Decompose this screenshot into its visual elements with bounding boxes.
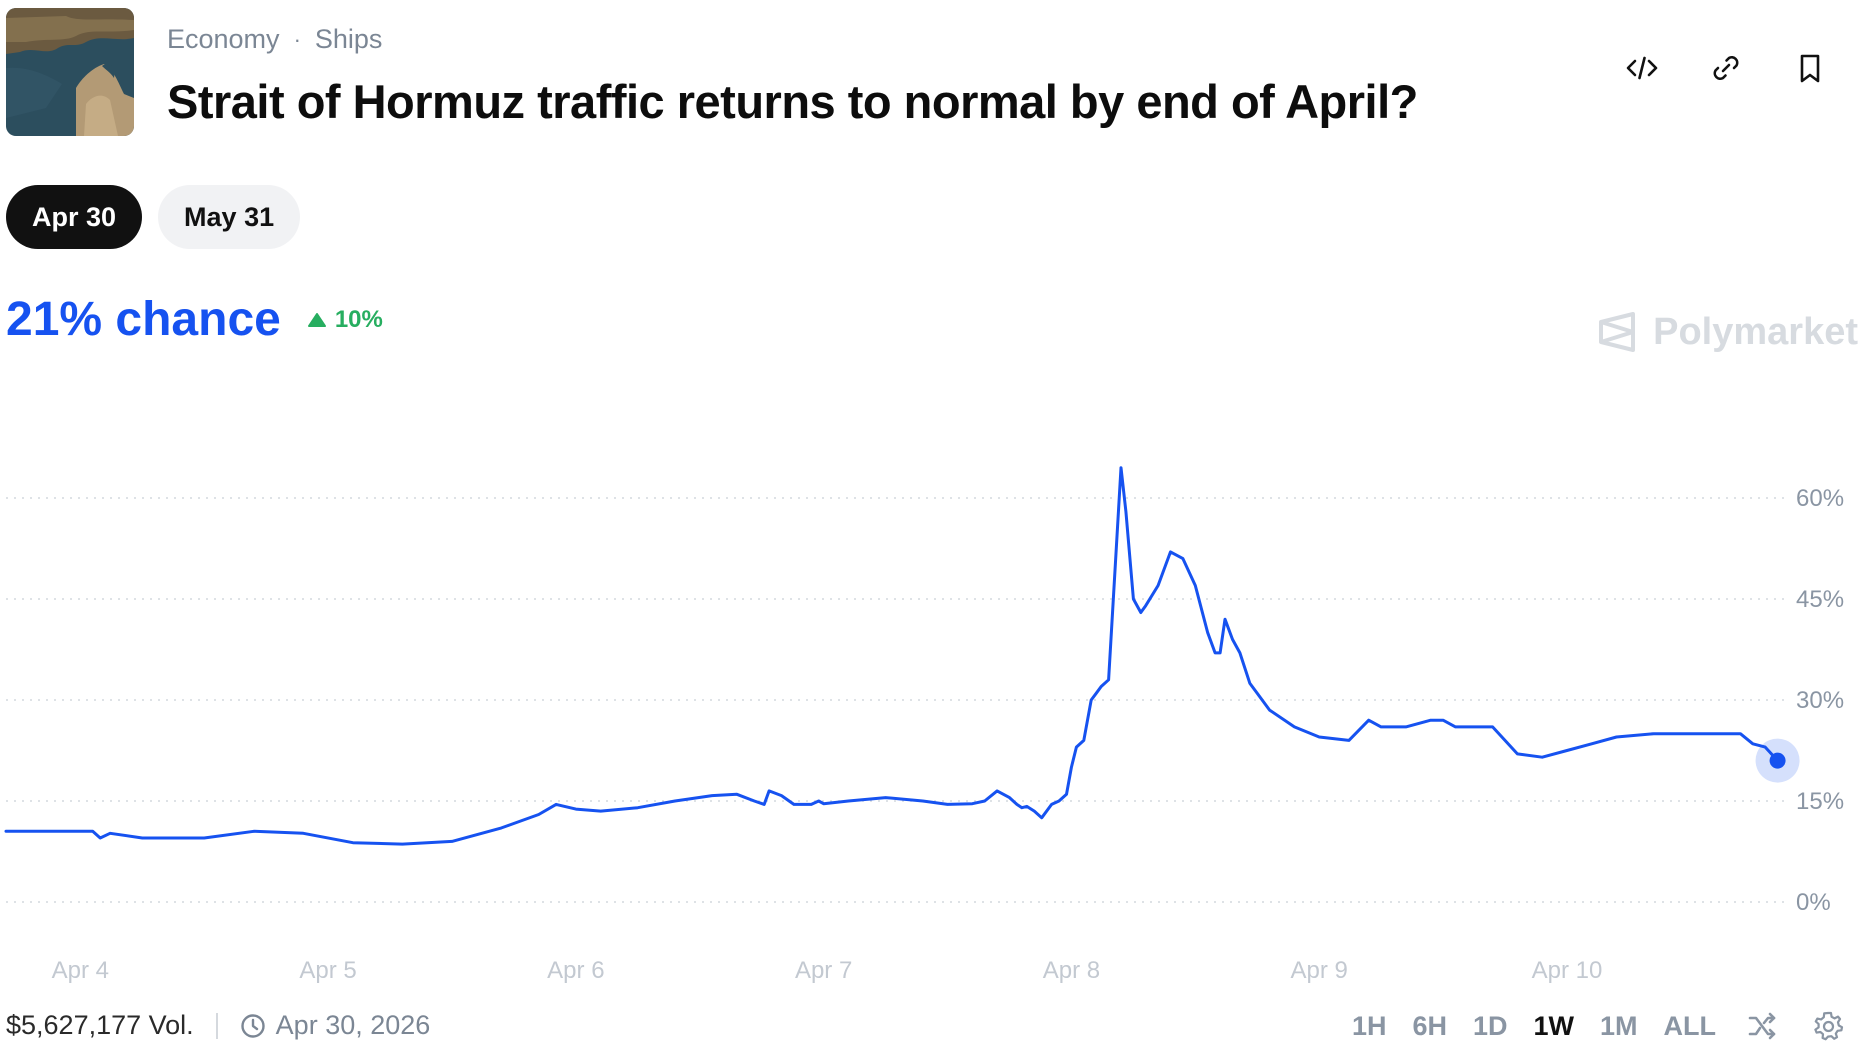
y-tick-label: 30%	[1796, 687, 1844, 714]
breadcrumb-ships[interactable]: Ships	[314, 24, 383, 54]
shuffle-button[interactable]	[1742, 1006, 1782, 1046]
y-tick-label: 15%	[1796, 788, 1844, 815]
polymarket-brand-text: Polymarket	[1653, 310, 1858, 353]
bookmark-button[interactable]	[1790, 48, 1830, 88]
chance-change-value: 10%	[334, 305, 383, 333]
breadcrumb-economy[interactable]: Economy	[167, 24, 280, 54]
footer-divider	[215, 1012, 218, 1039]
x-tick-label: Apr 6	[547, 957, 604, 984]
bookmark-icon	[1800, 54, 1820, 83]
x-tick-label: Apr 10	[1532, 957, 1603, 984]
triangle-up-icon	[307, 312, 326, 327]
volume-text: $5,627,177 Vol.	[6, 1010, 194, 1040]
time-range-selector: 1H 6H 1D 1W 1M ALL	[1352, 1006, 1848, 1046]
chance-value: 21% chance	[6, 293, 281, 346]
probability-chart[interactable]: 60% 45% 30% 15% 0% Apr 4 Apr 5 Apr 6 Apr 7 Apr 8…	[0, 440, 1860, 1000]
clock-icon	[240, 1013, 265, 1038]
range-1h[interactable]: 1H	[1351, 1010, 1387, 1041]
x-tick-label: Apr 7	[795, 957, 852, 984]
chart-settings-button[interactable]	[1808, 1006, 1848, 1046]
date-pill-may-31[interactable]: May 31	[158, 185, 301, 249]
chance-row: 21% chance 10%	[6, 292, 383, 347]
range-6h[interactable]: 6H	[1412, 1010, 1447, 1041]
date-selector: Apr 30 May 31	[6, 185, 301, 249]
breadcrumb: Economy · Ships	[167, 24, 382, 55]
breadcrumb-separator: ·	[293, 26, 301, 52]
end-date-text: Apr 30, 2026	[275, 1010, 431, 1040]
copy-link-button[interactable]	[1706, 48, 1746, 88]
y-tick-label: 45%	[1796, 586, 1844, 613]
y-axis-labels: 60% 45% 30% 15% 0%	[1796, 485, 1844, 916]
top-actions	[1622, 48, 1830, 88]
gear-icon	[1814, 1011, 1844, 1041]
range-1w[interactable]: 1W	[1533, 1010, 1575, 1041]
range-all[interactable]: ALL	[1663, 1010, 1716, 1041]
y-tick-label: 60%	[1796, 485, 1844, 512]
embed-code-button[interactable]	[1622, 48, 1662, 88]
date-pill-apr-30[interactable]: Apr 30	[6, 185, 143, 249]
x-tick-label: Apr 9	[1291, 957, 1348, 984]
chart-grid	[6, 497, 1785, 903]
y-tick-label: 0%	[1796, 889, 1831, 916]
market-thumbnail	[6, 8, 134, 136]
x-tick-label: Apr 5	[299, 957, 356, 984]
link-icon	[1713, 56, 1739, 80]
strait-satellite-image	[6, 8, 134, 136]
chance-change: 10%	[307, 306, 383, 334]
range-1m[interactable]: 1M	[1600, 1010, 1638, 1041]
x-tick-label: Apr 4	[52, 957, 109, 984]
range-1d[interactable]: 1D	[1472, 1010, 1508, 1041]
polymarket-logo-icon	[1599, 312, 1636, 352]
probability-line	[4, 466, 1780, 846]
x-tick-label: Apr 8	[1043, 957, 1100, 984]
end-date: Apr 30, 2026	[240, 1010, 431, 1041]
polymarket-watermark: Polymarket	[1597, 310, 1858, 354]
shuffle-icon	[1748, 1012, 1776, 1040]
market-title: Strait of Hormuz traffic returns to norm…	[167, 75, 1418, 128]
x-axis-labels: Apr 4 Apr 5 Apr 6 Apr 7 Apr 8 Apr 9 Apr 10	[52, 957, 1603, 984]
embed-code-icon	[1626, 56, 1658, 80]
current-point-marker[interactable]	[1769, 752, 1786, 769]
market-footer: $5,627,177 Vol. Apr 30, 2026	[6, 1010, 430, 1041]
